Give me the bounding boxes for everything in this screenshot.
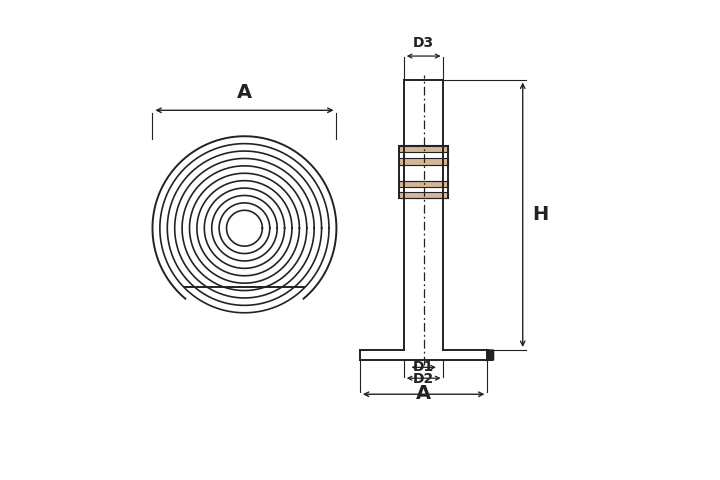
Text: A: A [237, 83, 252, 102]
FancyBboxPatch shape [399, 158, 449, 165]
Text: A: A [416, 384, 431, 403]
Text: H: H [532, 205, 549, 224]
FancyBboxPatch shape [399, 192, 449, 198]
FancyBboxPatch shape [399, 181, 449, 187]
Text: D1: D1 [413, 360, 434, 374]
Text: D3: D3 [413, 36, 434, 50]
FancyBboxPatch shape [399, 145, 449, 152]
Text: D2: D2 [413, 372, 434, 386]
